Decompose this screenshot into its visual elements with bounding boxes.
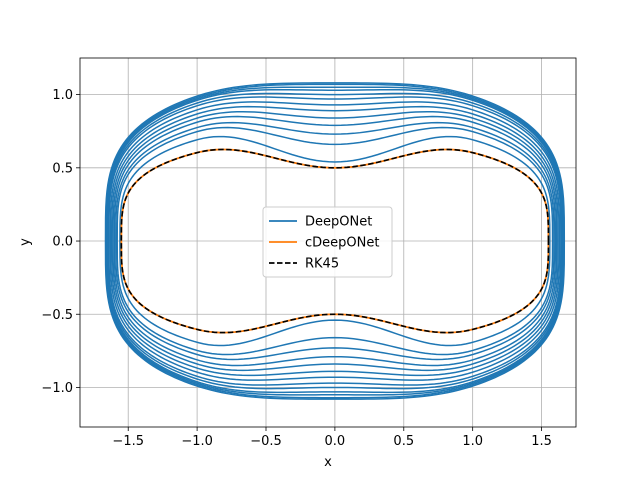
deeponet-orbit-line (112, 110, 558, 372)
y-tick-label: 0.5 (52, 161, 73, 176)
deeponet-orbit-line (116, 126, 554, 356)
plot-frame (79, 57, 577, 428)
x-tick-label: −0.5 (250, 434, 282, 449)
deeponet-orbit-line (110, 105, 559, 377)
y-tick-label: 1.0 (52, 88, 73, 103)
y-axis-ticks: −1.0 −0.5 0.0 0.5 1.0 (41, 88, 80, 396)
rk45-line (120, 148, 550, 334)
x-tick-label: 0.0 (325, 434, 346, 449)
deeponet-orbit-line (104, 82, 566, 400)
legend-box (262, 206, 393, 278)
x-axis-label: x (324, 455, 332, 470)
y-tick-label: −0.5 (41, 308, 73, 323)
legend-label: DeepONet (305, 215, 372, 230)
deeponet-orbit-line (109, 101, 561, 381)
deeponet-orbit-line (119, 135, 551, 347)
plot-lines (104, 82, 566, 400)
deeponet-orbit-line (113, 115, 557, 367)
x-tick-label: 0.5 (393, 434, 414, 449)
y-tick-label: −1.0 (41, 381, 73, 396)
x-tick-label: 1.5 (531, 434, 552, 449)
deeponet-orbit-line (115, 121, 555, 361)
x-tick-label: −1.5 (112, 434, 144, 449)
x-tick-label: 1.0 (462, 434, 483, 449)
legend-label: cDeepONet (305, 236, 379, 251)
legend-label: RK45 (305, 257, 339, 272)
x-tick-label: −1.0 (181, 434, 213, 449)
y-axis-label: y (18, 238, 33, 246)
y-tick-label: 0.0 (52, 235, 73, 250)
x-axis-ticks: −1.5 −1.0 −0.5 0.0 0.5 1.0 1.5 (112, 427, 552, 449)
legend: DeepONet cDeepONet RK45 (262, 206, 393, 278)
